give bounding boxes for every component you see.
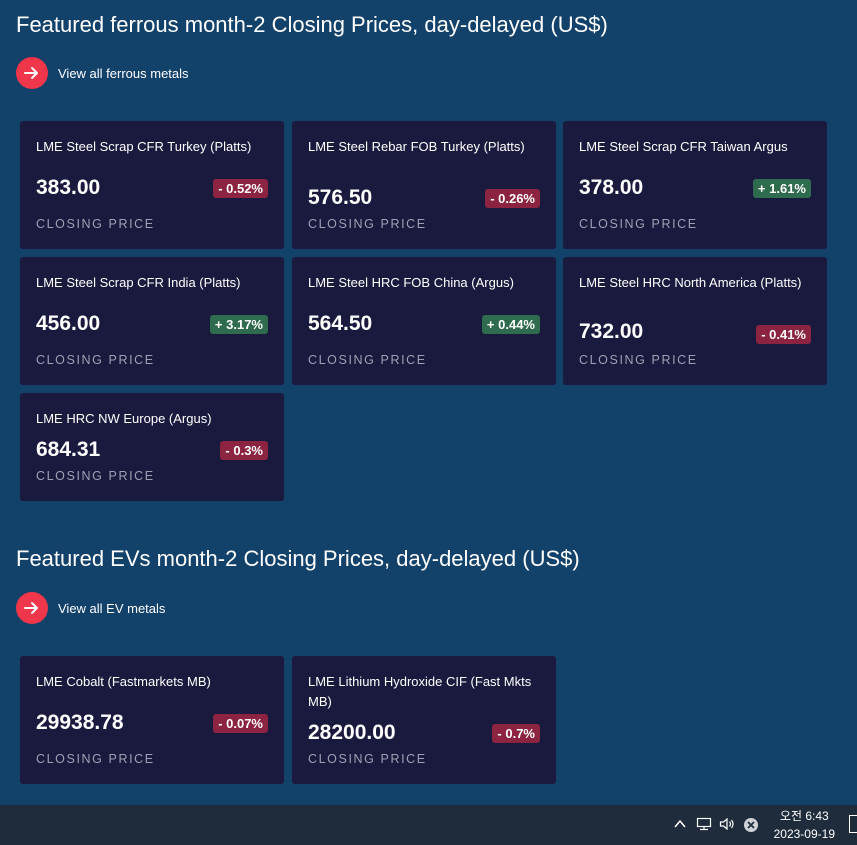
price-card[interactable]: LME Cobalt (Fastmarkets MB) 29938.78 - 0… xyxy=(20,656,284,784)
price-value: 456.00 xyxy=(36,312,101,335)
view-all-ferrous-link[interactable]: View all ferrous metals xyxy=(16,57,189,89)
price-card[interactable]: LME Lithium Hydroxide CIF (Fast Mkts MB)… xyxy=(292,656,556,784)
view-all-ev-label: View all EV metals xyxy=(58,600,166,616)
change-badge: + 1.61% xyxy=(752,179,811,198)
change-badge: + 0.44% xyxy=(481,315,540,334)
price-card[interactable]: LME Steel Scrap CFR Turkey (Platts) 383.… xyxy=(20,121,284,249)
view-all-ferrous-label: View all ferrous metals xyxy=(58,65,189,81)
closing-price-label: CLOSING PRICE xyxy=(36,217,155,231)
price-card[interactable]: LME Steel HRC FOB China (Argus) 564.50 +… xyxy=(292,257,556,385)
notification-icon[interactable] xyxy=(849,815,857,833)
closing-price-label: CLOSING PRICE xyxy=(579,353,698,367)
change-badge: - 0.41% xyxy=(756,325,811,344)
view-all-ev-link[interactable]: View all EV metals xyxy=(16,592,165,624)
change-badge: - 0.3% xyxy=(220,441,268,460)
network-icon[interactable] xyxy=(696,817,712,836)
price-value: 576.50 xyxy=(308,186,373,209)
price-value: 732.00 xyxy=(579,320,644,343)
closing-price-label: CLOSING PRICE xyxy=(36,353,155,367)
price-value: 378.00 xyxy=(579,176,644,199)
price-card[interactable]: LME HRC NW Europe (Argus) 684.31 - 0.3% … xyxy=(20,393,284,501)
price-card[interactable]: LME Steel Scrap CFR Taiwan Argus 378.00 … xyxy=(563,121,827,249)
change-badge: + 3.17% xyxy=(209,315,268,334)
closing-price-label: CLOSING PRICE xyxy=(579,217,698,231)
arrow-right-icon xyxy=(16,592,48,624)
chevron-up-icon[interactable] xyxy=(673,817,687,836)
closing-price-label: CLOSING PRICE xyxy=(308,752,427,766)
taskbar: 오전 6:43 2023-09-19 xyxy=(0,805,857,845)
change-badge: - 0.26% xyxy=(485,189,540,208)
price-value: 28200.00 xyxy=(308,721,396,744)
ferrous-section-title: Featured ferrous month-2 Closing Prices,… xyxy=(16,12,608,37)
price-card[interactable]: LME Steel Scrap CFR India (Platts) 456.0… xyxy=(20,257,284,385)
price-value: 564.50 xyxy=(308,312,373,335)
price-card[interactable]: LME Steel Rebar FOB Turkey (Platts) 576.… xyxy=(292,121,556,249)
closing-price-label: CLOSING PRICE xyxy=(308,217,427,231)
price-card[interactable]: LME Steel HRC North America (Platts) 732… xyxy=(563,257,827,385)
clock-date: 2023-09-19 xyxy=(773,827,835,841)
closing-price-label: CLOSING PRICE xyxy=(36,469,155,483)
card-title: LME Steel Scrap CFR Taiwan Argus xyxy=(579,139,788,154)
price-value: 383.00 xyxy=(36,176,101,199)
change-badge: - 0.52% xyxy=(213,179,268,198)
card-title: LME Lithium Hydroxide CIF (Fast Mkts MB) xyxy=(308,674,532,709)
price-value: 29938.78 xyxy=(36,711,124,734)
arrow-right-icon xyxy=(16,57,48,89)
card-title: LME Steel Scrap CFR Turkey (Platts) xyxy=(36,139,252,154)
card-title: LME Steel Rebar FOB Turkey (Platts) xyxy=(308,139,525,154)
taskbar-clock[interactable]: 오전 6:43 2023-09-19 xyxy=(774,807,835,843)
price-value: 684.31 xyxy=(36,438,101,461)
card-title: LME Cobalt (Fastmarkets MB) xyxy=(36,674,211,689)
close-circle-icon[interactable] xyxy=(743,817,759,838)
change-badge: - 0.07% xyxy=(213,714,268,733)
clock-time: 오전 6:43 xyxy=(779,809,829,823)
change-badge: - 0.7% xyxy=(492,724,540,743)
closing-price-label: CLOSING PRICE xyxy=(36,752,155,766)
ev-section-title: Featured EVs month-2 Closing Prices, day… xyxy=(16,546,580,571)
card-title: LME Steel Scrap CFR India (Platts) xyxy=(36,275,241,290)
card-title: LME HRC NW Europe (Argus) xyxy=(36,411,212,426)
volume-icon[interactable] xyxy=(719,817,735,836)
card-title: LME Steel HRC North America (Platts) xyxy=(579,275,802,290)
closing-price-label: CLOSING PRICE xyxy=(308,353,427,367)
card-title: LME Steel HRC FOB China (Argus) xyxy=(308,275,514,290)
